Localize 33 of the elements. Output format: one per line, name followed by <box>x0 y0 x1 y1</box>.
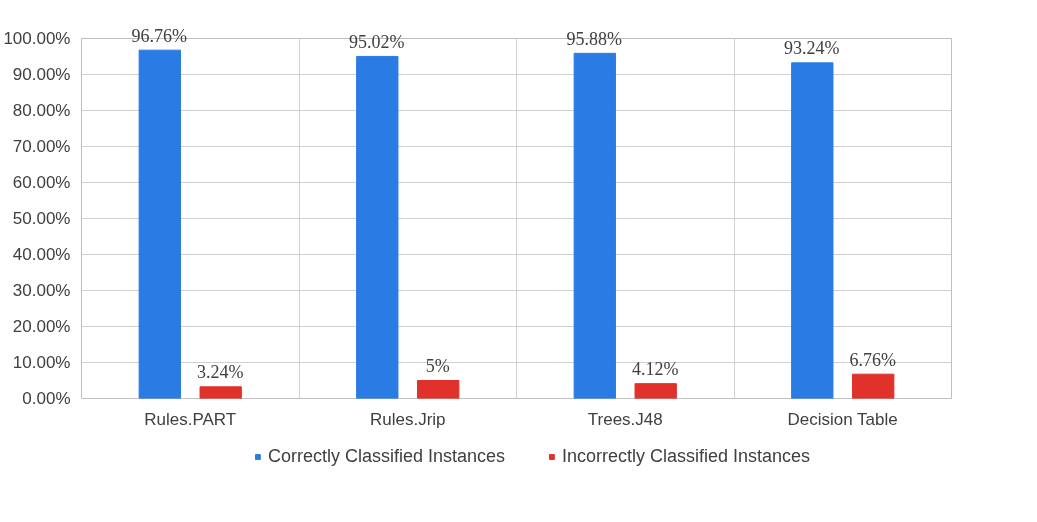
x-tick-label: Trees.J48 <box>587 409 663 429</box>
x-tick-label: Decision Table <box>787 409 898 429</box>
data-label: 93.24% <box>784 38 840 60</box>
data-label: 6.76% <box>849 349 896 371</box>
y-tick-label: 40.00% <box>12 245 71 264</box>
data-label: 95.02% <box>349 31 405 53</box>
data-label: 4.12% <box>631 359 679 381</box>
y-tick-label: 0.00% <box>22 389 71 408</box>
y-tick-label: 30.00% <box>12 281 71 300</box>
y-tick-label: 10.00% <box>12 353 71 372</box>
bar <box>417 380 460 399</box>
legend-label: Correctly Classified Instances <box>267 445 505 467</box>
bar <box>791 62 834 399</box>
bar <box>199 386 242 399</box>
x-tick-label: Rules.PART <box>144 409 237 429</box>
data-label: 3.24% <box>196 362 244 384</box>
y-tick-label: 70.00% <box>12 137 71 156</box>
y-tick-label: 90.00% <box>12 65 71 84</box>
y-tick-label: 50.00% <box>12 209 71 228</box>
data-label: 96.76% <box>131 25 188 47</box>
bar <box>634 383 677 399</box>
data-label: 95.88% <box>566 28 623 50</box>
data-label: 5% <box>425 356 450 377</box>
bar <box>356 55 399 399</box>
y-tick-label: 20.00% <box>12 317 71 336</box>
bar <box>852 373 895 399</box>
legend-label: Incorrectly Classified Instances <box>561 445 811 467</box>
y-tick-label: 100.00% <box>3 29 71 48</box>
bar <box>138 49 181 399</box>
bar <box>573 52 616 399</box>
y-tick-label: 80.00% <box>12 101 71 120</box>
y-tick-label: 60.00% <box>12 173 71 192</box>
x-tick-label: Rules.Jrip <box>369 409 446 429</box>
